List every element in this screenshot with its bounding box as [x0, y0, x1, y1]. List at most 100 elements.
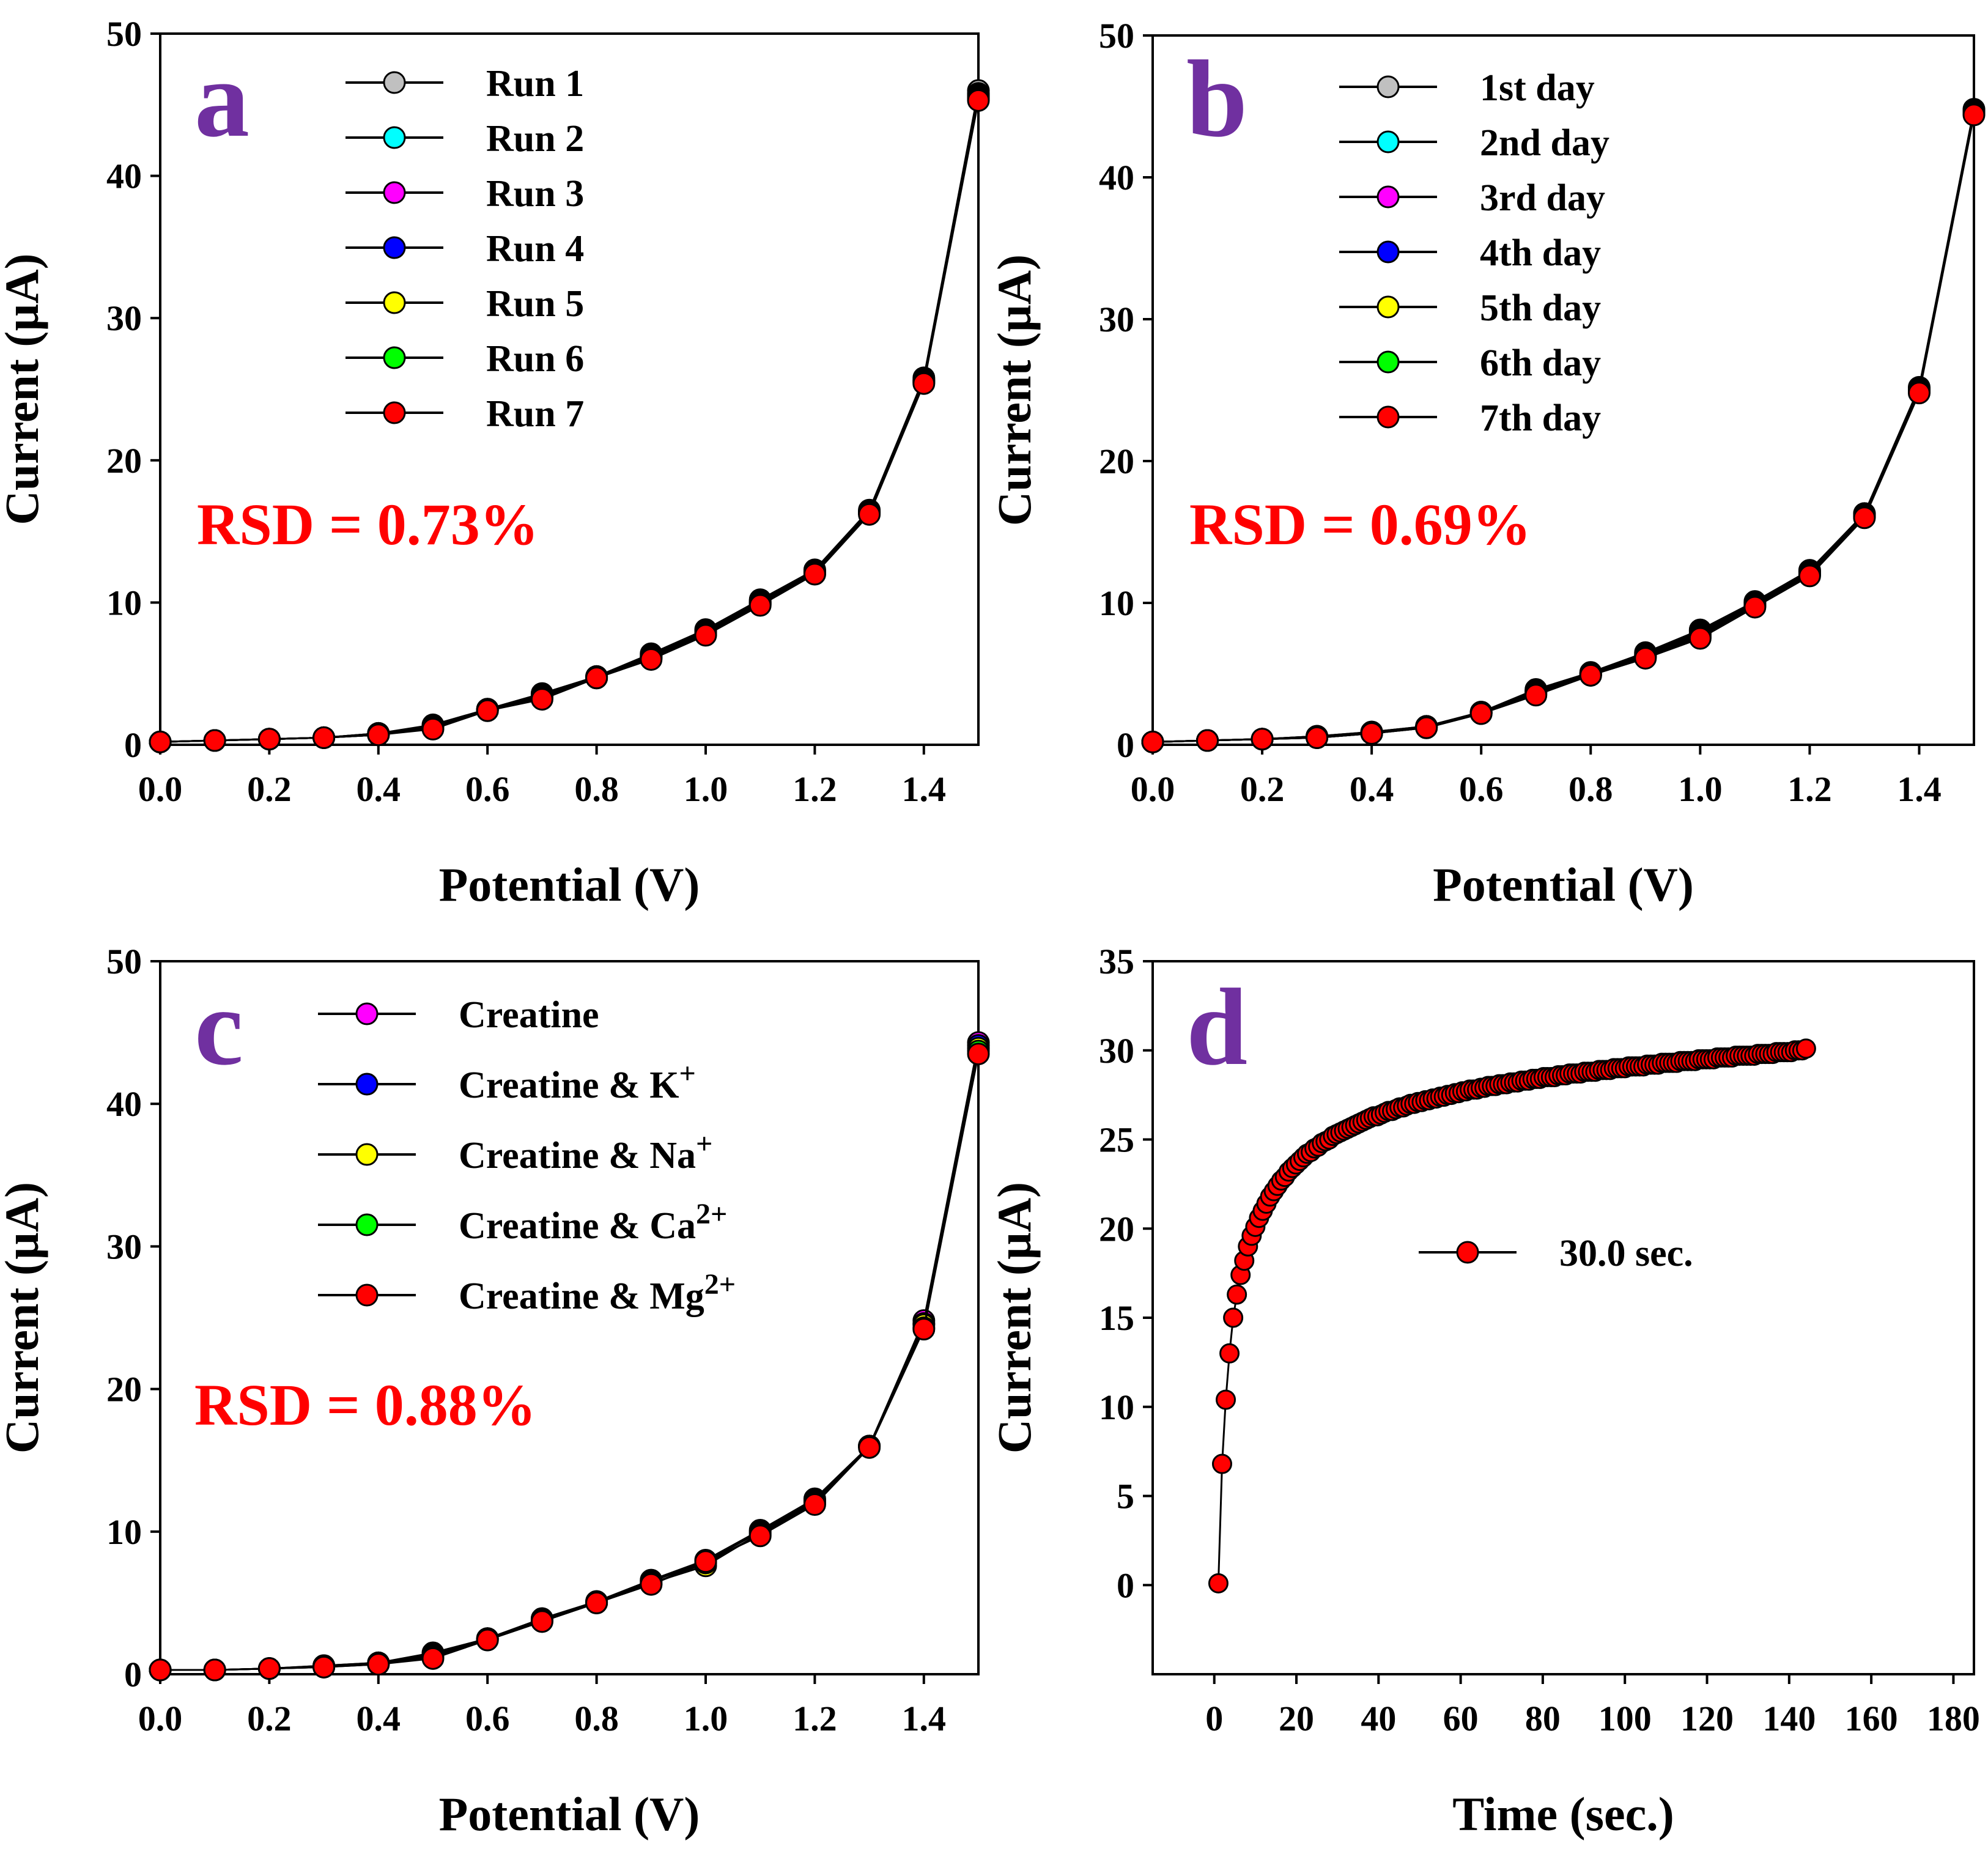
data-point [367, 723, 390, 747]
legend-label: 1st day [1480, 67, 1595, 109]
panel-letter: c [194, 966, 243, 1088]
data-point [1634, 646, 1657, 670]
data-point [1415, 716, 1438, 739]
panel-letter: b [1186, 38, 1247, 160]
legend-label-text: 4th day [1480, 232, 1601, 274]
x-tick-label: 160 [1845, 1699, 1898, 1738]
legend-label: Creatine & K+ [459, 1057, 696, 1106]
legend-marker [355, 1283, 379, 1307]
y-tick-label: 10 [1099, 583, 1134, 623]
plot-frame [1151, 34, 1975, 746]
data-point [1251, 728, 1274, 751]
legend-marker [355, 1002, 379, 1025]
x-tick-label: 0.8 [1569, 769, 1613, 809]
y-tick-label: 35 [1099, 942, 1134, 981]
data-point [1306, 726, 1329, 749]
x-axis-title: Potential (V) [1433, 858, 1694, 911]
y-tick-label: 10 [1099, 1387, 1134, 1427]
data-point [476, 699, 499, 722]
legend-label-text: Run 3 [486, 173, 584, 215]
rsd-annotation: RSD = 0.73% [197, 492, 539, 557]
series-line-7 [1152, 114, 1975, 743]
legend-label: Run 5 [486, 283, 584, 325]
y-tick-label: 30 [106, 298, 142, 338]
data-point [312, 726, 336, 749]
data-point [1211, 1453, 1232, 1474]
series-group [149, 79, 990, 753]
y-tick-label: 15 [1099, 1298, 1134, 1338]
plot-frame [159, 32, 980, 746]
data-point [803, 563, 826, 586]
legend-marker [355, 1073, 379, 1096]
x-tick-label: 20 [1279, 1699, 1314, 1738]
y-tick-label: 25 [1099, 1120, 1134, 1160]
legend: 30.0 sec. [1419, 1233, 1693, 1274]
x-tick-label: 1.0 [684, 769, 728, 809]
x-axis-title: Potential (V) [439, 858, 700, 911]
legend-label: Creatine & Mg2+ [459, 1268, 736, 1317]
x-tick-label: 0.4 [357, 769, 401, 809]
x-tick-label: 0.6 [465, 1699, 510, 1738]
data-point [694, 624, 717, 647]
legend-label: Creatine & Na+ [459, 1128, 712, 1176]
legend-marker [1376, 405, 1400, 429]
x-tick-label: 0.2 [247, 1699, 292, 1738]
data-point [912, 372, 936, 395]
y-tick-label: 20 [1099, 441, 1134, 481]
data-point [203, 1658, 226, 1682]
data-point [640, 648, 663, 671]
data-point [1360, 722, 1383, 745]
data-point [1853, 506, 1876, 530]
x-tick-label: 0 [1205, 1699, 1223, 1738]
data-point [1227, 1284, 1247, 1305]
y-tick-label: 20 [1099, 1209, 1134, 1249]
data-point [530, 688, 553, 711]
data-point [257, 1657, 281, 1680]
legend-label-text: 3rd day [1480, 177, 1605, 219]
legend-marker [1456, 1241, 1479, 1264]
y-axis-title: Current (µA) [0, 253, 48, 525]
legend-label-superscript: 2+ [704, 1268, 736, 1301]
x-tick-label: 0.2 [1240, 769, 1285, 809]
y-tick-label: 0 [124, 725, 142, 765]
data-point [1141, 730, 1164, 753]
data-point [1743, 596, 1767, 619]
legend-label-text: Creatine & Na [459, 1135, 696, 1176]
data-point [421, 717, 445, 740]
legend-marker [1376, 240, 1400, 264]
data-point [421, 1647, 445, 1670]
legend-label-text: Run 4 [486, 228, 584, 270]
x-tick-label: 0.2 [247, 769, 292, 809]
legend-marker [383, 71, 406, 94]
legend-label: 2nd day [1480, 122, 1609, 164]
data-point [640, 1573, 663, 1596]
data-point [367, 1653, 390, 1676]
legend-marker [383, 346, 406, 369]
x-tick-label: 40 [1361, 1699, 1396, 1738]
data-point [1208, 1573, 1229, 1594]
legend-label-text: Run 6 [486, 338, 584, 380]
data-point [530, 1610, 553, 1633]
series-line-7 [160, 100, 980, 743]
legend-label: 30.0 sec. [1559, 1233, 1693, 1274]
x-tick-label: 1.0 [684, 1699, 728, 1738]
x-tick-label: 0.0 [138, 1699, 183, 1738]
x-tick-label: 1.2 [1787, 769, 1832, 809]
legend-label-text: 30.0 sec. [1559, 1233, 1693, 1274]
legend: Run 1 Run 2 Run 3 Run 4 Run 5 Run 6 Run 7 [345, 63, 584, 435]
y-tick-label: 50 [106, 14, 142, 54]
legend-label-superscript: + [696, 1128, 712, 1160]
legend-marker [383, 126, 406, 149]
x-axis-title: Potential (V) [439, 1787, 700, 1841]
x-axis-title: Time (sec.) [1452, 1787, 1674, 1841]
legend-marker [1376, 295, 1400, 319]
data-point [967, 89, 990, 112]
legend-label: Run 6 [486, 338, 584, 380]
y-tick-label: 20 [106, 1370, 142, 1409]
x-tick-label: 0.4 [357, 1699, 401, 1738]
data-point [1223, 1307, 1244, 1328]
y-tick-label: 10 [106, 1512, 142, 1552]
data-point [149, 730, 172, 753]
data-point [1219, 1343, 1240, 1364]
x-tick-label: 0.6 [1459, 769, 1504, 809]
